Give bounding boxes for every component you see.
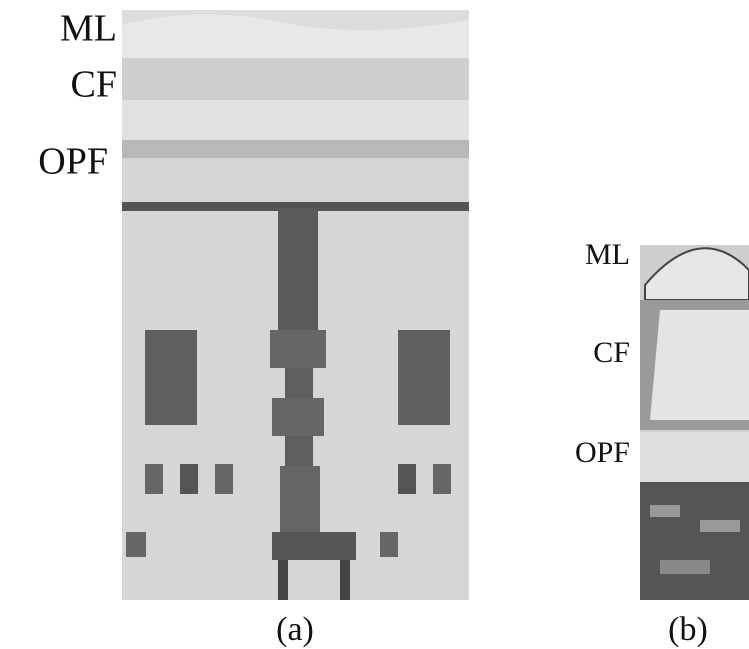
layer-label: OPF [575,436,630,469]
layer-label: OPF [38,141,108,183]
figure: ML CF OPF (a) ML CF OPF (b) [0,0,749,649]
layer-label: CF [593,336,630,369]
layer-label: CF [71,64,117,106]
page: ML CF OPF (a) ML CF OPF (b) (() => { con… [0,0,749,649]
panel-b-image [640,245,749,600]
layer-label: ML [585,238,630,271]
layer-label: ML [60,8,117,50]
caption: (a) [276,611,314,648]
panel-a-image [122,10,469,600]
caption: (b) [668,611,708,648]
